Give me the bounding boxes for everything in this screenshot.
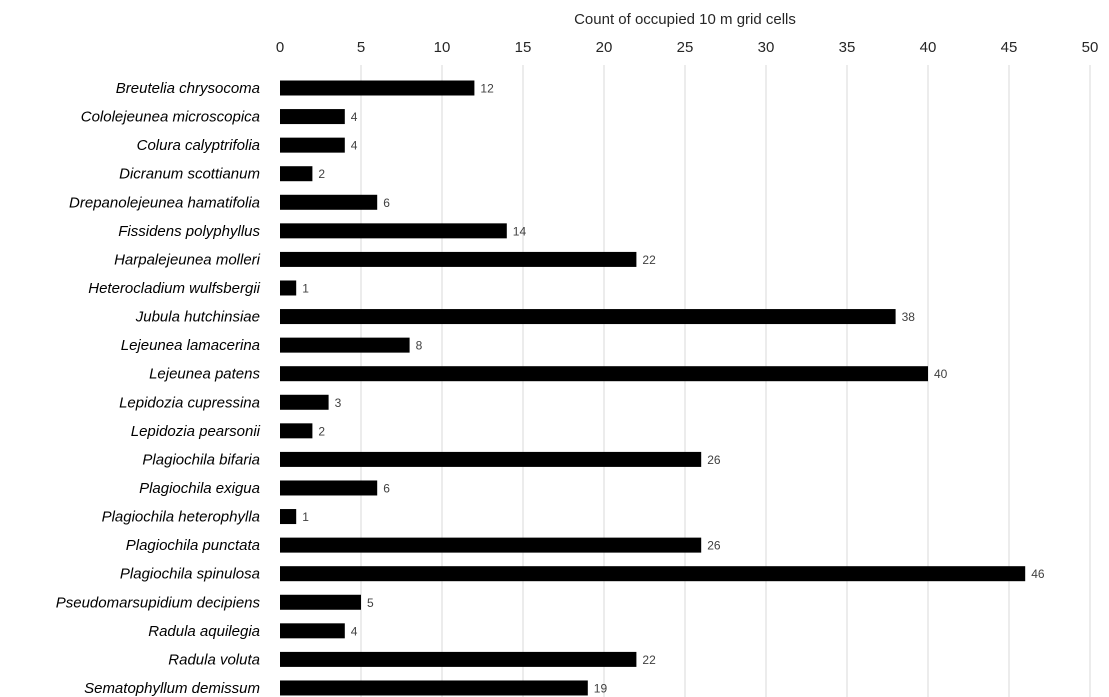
category-label: Heterocladium wulfsbergii <box>88 280 260 297</box>
data-label: 46 <box>1031 567 1045 581</box>
data-label: 26 <box>707 539 721 553</box>
data-label: 5 <box>367 596 374 610</box>
data-label: 22 <box>642 653 656 667</box>
x-axis-title: Count of occupied 10 m grid cells <box>574 11 796 28</box>
bar <box>280 194 378 210</box>
bar <box>280 337 410 353</box>
category-label: Lejeunea lamacerina <box>121 337 260 354</box>
data-label: 4 <box>351 110 358 124</box>
bar <box>280 623 345 639</box>
category-label: Jubula hutchinsiae <box>135 309 260 326</box>
category-label: Radula aquilegia <box>148 623 260 640</box>
data-label: 12 <box>480 82 494 96</box>
category-label: Lepidozia cupressina <box>119 394 260 411</box>
bar <box>280 280 297 296</box>
bar <box>280 137 345 153</box>
data-label: 22 <box>642 253 656 267</box>
category-label: Sematophyllum demissum <box>84 680 260 697</box>
category-label: Cololejeunea microscopica <box>81 109 260 126</box>
category-label: Colura calyptrifolia <box>137 137 260 154</box>
category-label: Radula voluta <box>168 651 260 668</box>
category-labels: Breutelia chrysocoma Cololejeunea microsc… <box>56 80 261 697</box>
bar <box>280 594 361 610</box>
x-tick-label: 20 <box>596 39 613 56</box>
x-tick-label: 45 <box>1001 39 1018 56</box>
category-label: Plagiochila bifaria <box>142 451 260 468</box>
category-label: Breutelia chrysocoma <box>116 80 260 97</box>
bar <box>280 109 345 125</box>
category-label: Lepidozia pearsonii <box>131 423 261 440</box>
x-tick-label: 50 <box>1082 39 1099 56</box>
data-label: 8 <box>416 339 423 353</box>
data-label: 4 <box>351 624 358 638</box>
x-tick-label: 30 <box>758 39 775 56</box>
bar <box>280 80 475 96</box>
bar <box>280 566 1026 582</box>
data-label: 3 <box>335 396 342 410</box>
bar <box>280 537 702 553</box>
category-label: Plagiochila spinulosa <box>120 566 260 583</box>
x-tick-label: 10 <box>434 39 451 56</box>
x-tick-label: 5 <box>357 39 365 56</box>
category-label: Fissidens polyphyllus <box>118 223 260 240</box>
data-label: 38 <box>902 310 916 324</box>
data-label: 19 <box>594 681 608 695</box>
bar <box>280 423 313 439</box>
data-label: 1 <box>302 281 309 295</box>
category-label: Lejeunea patens <box>149 366 260 383</box>
bar <box>280 251 637 267</box>
bar <box>280 166 313 182</box>
bar <box>280 309 896 325</box>
category-label: Plagiochila punctata <box>126 537 260 554</box>
data-label: 26 <box>707 453 721 467</box>
data-label: 6 <box>383 196 390 210</box>
bar <box>280 480 378 496</box>
x-tick-label: 40 <box>920 39 937 56</box>
bar <box>280 651 637 667</box>
data-label: 1 <box>302 510 309 524</box>
bar <box>280 509 297 525</box>
bars <box>280 80 1026 696</box>
bar <box>280 394 329 410</box>
data-label: 14 <box>513 224 527 238</box>
data-label: 2 <box>318 167 325 181</box>
category-label: Pseudomarsupidium decipiens <box>56 594 261 611</box>
category-label: Dicranum scottianum <box>119 166 260 183</box>
x-tick-label: 25 <box>677 39 694 56</box>
x-axis-ticks: 0 5 10 15 20 25 30 35 40 45 50 <box>276 39 1099 56</box>
category-label: Plagiochila exigua <box>139 480 260 497</box>
bar <box>280 366 928 382</box>
data-label: 40 <box>934 367 948 381</box>
x-tick-label: 15 <box>515 39 532 56</box>
bar <box>280 451 702 467</box>
bar <box>280 223 507 239</box>
category-label: Plagiochila heterophylla <box>102 509 260 526</box>
category-label: Drepanolejeunea hamatifolia <box>69 194 260 211</box>
data-label: 6 <box>383 481 390 495</box>
category-label: Harpalejeunea molleri <box>114 251 261 268</box>
data-label: 4 <box>351 139 358 153</box>
data-label: 2 <box>318 424 325 438</box>
x-tick-label: 35 <box>839 39 856 56</box>
bar <box>280 680 588 696</box>
x-tick-label: 0 <box>276 39 284 56</box>
